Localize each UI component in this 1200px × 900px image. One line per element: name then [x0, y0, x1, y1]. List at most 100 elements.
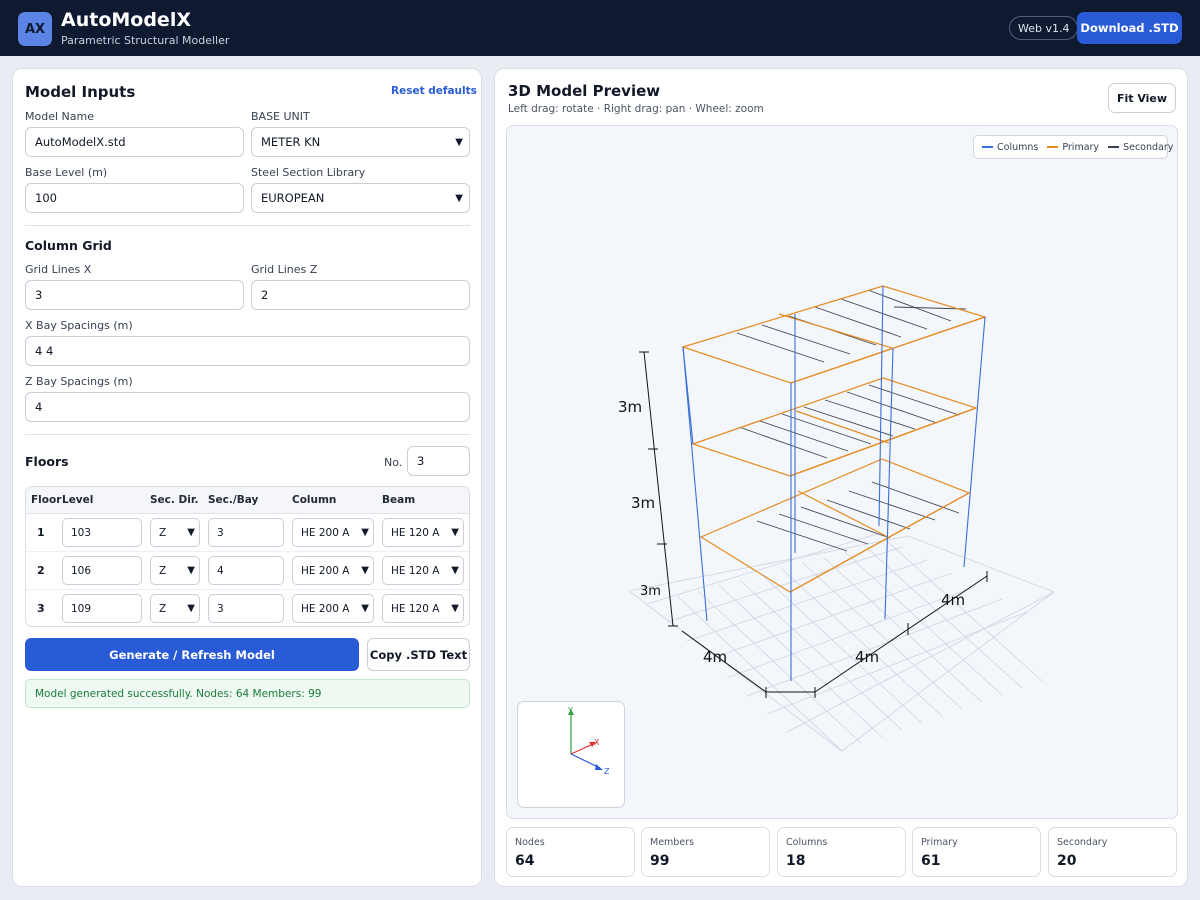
- legend-label-secondary: Secondary: [1123, 141, 1174, 153]
- chevron-down-icon: ▼: [451, 527, 459, 538]
- floor-count-label: No.: [384, 456, 403, 469]
- fit-view-button[interactable]: Fit View: [1108, 83, 1176, 113]
- table-row: 1 103 Z ▼ 3 HE 200 A ▼ HE 120 A ▼: [26, 514, 469, 552]
- stat-value: 18: [786, 853, 806, 869]
- dim-label-z-bay: 4m: [941, 591, 965, 609]
- base-level-label: Base Level (m): [25, 166, 108, 179]
- model-inputs-panel: Model Inputs Reset defaults Model Name A…: [12, 68, 482, 887]
- legend-label-primary: Primary: [1062, 141, 1100, 153]
- grid-lines-x-input[interactable]: 3: [25, 280, 244, 310]
- library-select[interactable]: EUROPEAN ▼: [251, 183, 470, 213]
- x-spacing-label: X Bay Spacings (m): [25, 319, 133, 332]
- beam-section-select[interactable]: HE 120 A ▼: [382, 518, 464, 547]
- reset-defaults-link[interactable]: Reset defaults: [391, 85, 477, 97]
- floor-count-input[interactable]: 3: [407, 446, 470, 476]
- stat-label: Primary: [921, 837, 958, 848]
- stat-label: Members: [650, 837, 695, 848]
- copy-std-button[interactable]: Copy .STD Text: [367, 638, 470, 671]
- library-label: Steel Section Library: [251, 166, 366, 179]
- column-section-select[interactable]: HE 200 A ▼: [292, 556, 374, 585]
- col-header-sec-bay: Sec./Bay: [208, 494, 259, 506]
- base-unit-select[interactable]: METER KN ▼: [251, 127, 470, 157]
- legend-item-primary: Primary: [1047, 142, 1099, 153]
- panel-title: Model Inputs: [25, 83, 136, 101]
- col-header-floor: Floor: [31, 494, 62, 506]
- legend-swatch-primary: [1047, 146, 1059, 148]
- legend-swatch-secondary: [1108, 146, 1120, 148]
- app-subtitle: Parametric Structural Modeller: [61, 34, 230, 47]
- 3d-viewport[interactable]: 3m 3m 3m 4m 4m 4m Columns Primary Second…: [506, 125, 1178, 819]
- stat-value: 99: [650, 853, 670, 869]
- axis-label-x: X: [594, 738, 600, 747]
- column-section-select[interactable]: HE 200 A ▼: [292, 518, 374, 547]
- table-row: 3 109 Z ▼ 3 HE 200 A ▼ HE 120 A ▼: [26, 590, 469, 626]
- dim-label-floor-3: 3m: [640, 584, 661, 599]
- dim-label-x-bay-1: 4m: [703, 648, 727, 666]
- stat-value: 64: [515, 853, 535, 869]
- dim-label-x-bay-2: 4m: [855, 648, 879, 666]
- column-section-select[interactable]: HE 200 A ▼: [292, 594, 374, 623]
- floor-number: 3: [37, 602, 45, 615]
- legend-swatch-columns: [982, 146, 993, 148]
- sec-dir-select[interactable]: Z ▼: [150, 594, 200, 623]
- app-title: AutoModelX: [61, 9, 191, 31]
- column-section-value: HE 200 A: [301, 564, 350, 577]
- axis-label-y: Y: [567, 706, 573, 715]
- model-preview-panel: 3D Model Preview Left drag: rotate · Rig…: [494, 68, 1188, 887]
- download-std-button[interactable]: Download .STD: [1077, 12, 1182, 44]
- level-input[interactable]: 103: [62, 518, 142, 547]
- base-unit-value: METER KN: [261, 135, 321, 149]
- dimension-lines: [639, 351, 988, 698]
- model-canvas[interactable]: 3m 3m 3m 4m 4m 4m: [507, 126, 1178, 819]
- preview-hint: Left drag: rotate · Right drag: pan · Wh…: [508, 103, 764, 115]
- ground-grid: [628, 533, 1055, 752]
- chevron-down-icon: ▼: [455, 192, 463, 204]
- version-badge: Web v1.4: [1009, 16, 1079, 40]
- stat-secondary: Secondary 20: [1048, 827, 1177, 877]
- legend-item-columns: Columns: [982, 142, 1038, 153]
- level-input[interactable]: 106: [62, 556, 142, 585]
- beam-section-select[interactable]: HE 120 A ▼: [382, 556, 464, 585]
- chevron-down-icon: ▼: [451, 565, 459, 576]
- divider: [25, 434, 470, 435]
- viewport-legend: Columns Primary Secondary: [973, 135, 1173, 159]
- floors-table: Floor Level Sec. Dir. Sec./Bay Column Be…: [25, 486, 470, 627]
- col-header-beam: Beam: [382, 494, 416, 506]
- sec-per-bay-input[interactable]: 4: [208, 556, 284, 585]
- beam-section-select[interactable]: HE 120 A ▼: [382, 594, 464, 623]
- sec-dir-value: Z: [159, 602, 167, 615]
- level-input[interactable]: 109: [62, 594, 142, 623]
- stat-primary: Primary 61: [912, 827, 1041, 877]
- x-spacing-input[interactable]: 4 4: [25, 336, 470, 366]
- column-section-value: HE 200 A: [301, 526, 350, 539]
- grid-lines-z-input[interactable]: 2: [251, 280, 470, 310]
- sec-per-bay-input[interactable]: 3: [208, 594, 284, 623]
- col-header-column: Column: [292, 494, 337, 506]
- columns: [682, 285, 986, 681]
- base-unit-label: BASE UNIT: [251, 110, 310, 123]
- stat-value: 20: [1057, 853, 1077, 869]
- sec-dir-select[interactable]: Z ▼: [150, 556, 200, 585]
- z-spacing-label: Z Bay Spacings (m): [25, 375, 133, 388]
- z-spacing-input[interactable]: 4: [25, 392, 470, 422]
- chevron-down-icon: ▼: [455, 136, 463, 148]
- floor-number: 2: [37, 564, 45, 577]
- sec-per-bay-input[interactable]: 3: [208, 518, 284, 547]
- column-grid-heading: Column Grid: [25, 238, 112, 253]
- status-message: Model generated successfully. Nodes: 64 …: [25, 679, 470, 708]
- model-name-input[interactable]: AutoModelX.std: [25, 127, 244, 157]
- generate-model-button[interactable]: Generate / Refresh Model: [25, 638, 359, 671]
- axis-gizmo: Y X Z: [517, 701, 625, 808]
- chevron-down-icon: ▼: [187, 565, 195, 576]
- stat-label: Secondary: [1057, 837, 1108, 848]
- chevron-down-icon: ▼: [361, 565, 369, 576]
- sec-dir-select[interactable]: Z ▼: [150, 518, 200, 547]
- divider: [25, 225, 470, 226]
- stat-label: Columns: [786, 837, 828, 848]
- library-value: EUROPEAN: [261, 191, 325, 205]
- secondary-beams: [736, 289, 967, 552]
- legend-item-secondary: Secondary: [1108, 142, 1173, 153]
- chevron-down-icon: ▼: [187, 527, 195, 538]
- base-level-input[interactable]: 100: [25, 183, 244, 213]
- chevron-down-icon: ▼: [187, 603, 195, 614]
